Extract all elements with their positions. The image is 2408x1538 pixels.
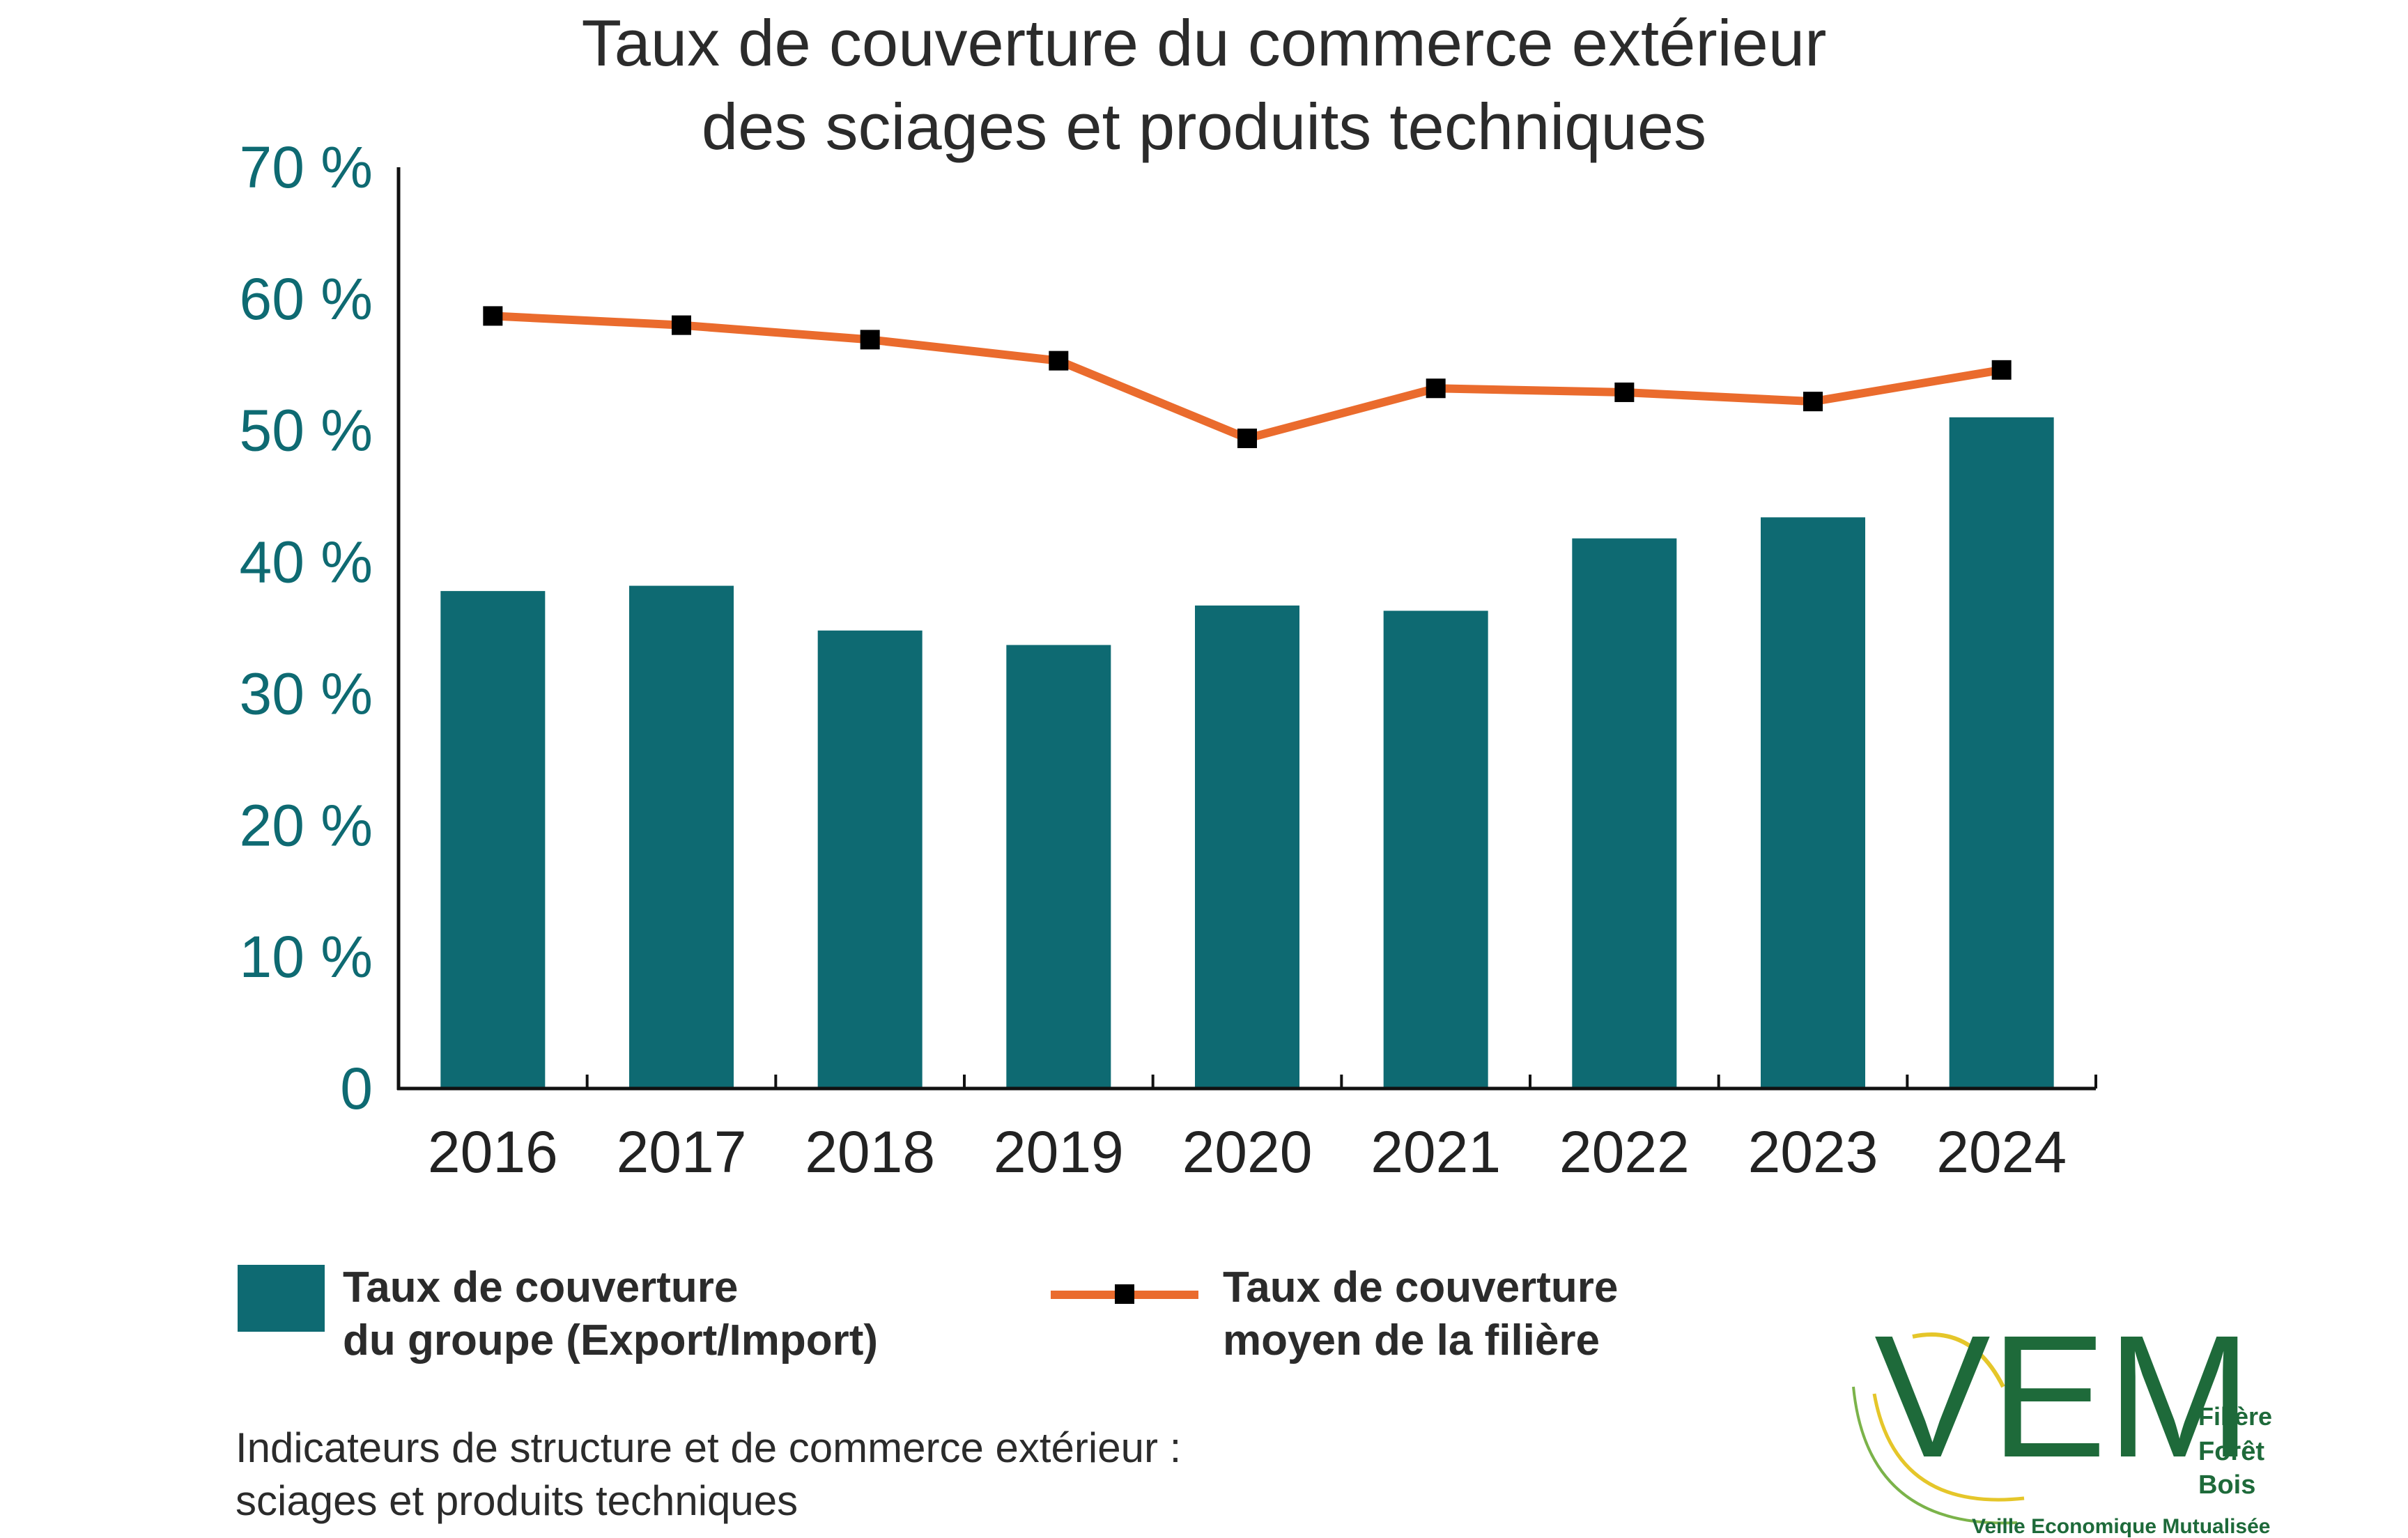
legend-line-label: Taux de couverture moyen de la filière: [1223, 1261, 1618, 1367]
logo-side-line-1: Filière: [2198, 1402, 2272, 1431]
y-tick-label-60: 60 %: [240, 266, 373, 332]
bar-2016: [440, 591, 546, 1089]
chart-title-line-2: des sciages et produits techniques: [701, 90, 1707, 163]
y-tick-labels: 0 10 % 20 % 30 % 40 % 50 % 60 % 70 %: [240, 134, 373, 1121]
logo-tagline: Veille Economique Mutualisée: [1972, 1515, 2270, 1538]
vem-logo: VEM Filière Forêt Bois Veille Economique…: [1852, 1299, 2272, 1538]
source-note-line-1: Indicateurs de structure et de commerce …: [236, 1424, 1182, 1471]
y-tick-label-70: 70 %: [240, 134, 373, 200]
line-marker-2018: [860, 330, 880, 350]
series-line-moyen-filiere: [493, 312, 2002, 443]
line-series: [483, 306, 2012, 449]
axes: [396, 167, 2097, 1091]
bar-2023: [1761, 517, 1865, 1089]
legend-bar-label-line-2: du groupe (Export/Import): [343, 1316, 879, 1364]
y-tick-label-50: 50 %: [240, 398, 373, 463]
x-tick-label-2024: 2024: [1936, 1119, 2067, 1185]
logo-letters: VEM: [1874, 1299, 2252, 1493]
x-tick-label-2018: 2018: [805, 1119, 935, 1185]
chart-title-line-1: Taux de couverture du commerce extérieur: [581, 6, 1827, 79]
logo-swoosh-yellow-lower: [1872, 1393, 2025, 1502]
legend-bar-label-line-1: Taux de couverture: [343, 1263, 739, 1312]
x-tick-label-2020: 2020: [1182, 1119, 1313, 1185]
x-tick-label-2023: 2023: [1748, 1119, 1878, 1185]
source-note: Indicateurs de structure et de commerce …: [236, 1422, 1181, 1528]
bar-2017: [629, 585, 734, 1089]
logo-swoosh-yellow: [1912, 1332, 2005, 1388]
y-tick-label-30: 30 %: [240, 661, 373, 726]
line-marker-2017: [672, 315, 691, 335]
logo-side-line-3: Bois: [2198, 1470, 2255, 1500]
line-marker-2023: [1803, 392, 1823, 412]
y-tick-label-40: 40 %: [240, 530, 373, 595]
y-tick-label-10: 10 %: [240, 924, 373, 990]
line-marker-2019: [1049, 351, 1069, 371]
y-tick-label-20: 20 %: [240, 792, 373, 858]
bar-2020: [1195, 605, 1299, 1089]
bar-2019: [1006, 645, 1111, 1089]
chart-title: Taux de couverture du commerce extérieur…: [0, 1, 2408, 169]
line-marker-2022: [1614, 382, 1635, 402]
x-tick-label-2017: 2017: [617, 1119, 747, 1185]
line-marker-2021: [1426, 378, 1446, 399]
bar-2024: [1949, 417, 2054, 1089]
bar-2022: [1572, 538, 1677, 1089]
x-tick-labels: 2016 2017 2018 2019 2020 2021 2022 2023 2024: [428, 1119, 2067, 1185]
line-marker-2020: [1237, 429, 1257, 449]
y-tick-label-0: 0: [340, 1056, 373, 1121]
x-tick-label-2022: 2022: [1559, 1119, 1690, 1185]
source-note-line-2: sciages et produits techniques: [236, 1477, 798, 1524]
legend-bar-label: Taux de couverture du groupe (Export/Imp…: [343, 1261, 878, 1367]
legend-line-marker: [1115, 1284, 1134, 1304]
line-marker-2024: [1991, 360, 2012, 380]
x-tick-label-2016: 2016: [428, 1119, 558, 1185]
legend-bar-swatch: [238, 1265, 325, 1332]
x-tick-label-2019: 2019: [994, 1119, 1124, 1185]
bar-2018: [817, 630, 923, 1089]
line-marker-2016: [483, 306, 503, 326]
legend-line-label-line-2: moyen de la filière: [1223, 1316, 1600, 1364]
legend-line-label-line-1: Taux de couverture: [1223, 1263, 1619, 1312]
bar-2021: [1383, 610, 1488, 1089]
bar-series: [440, 417, 2054, 1089]
logo-side-line-2: Forêt: [2198, 1437, 2264, 1466]
x-tick-label-2021: 2021: [1371, 1119, 1501, 1185]
logo-swoosh-green: [1852, 1386, 2018, 1525]
